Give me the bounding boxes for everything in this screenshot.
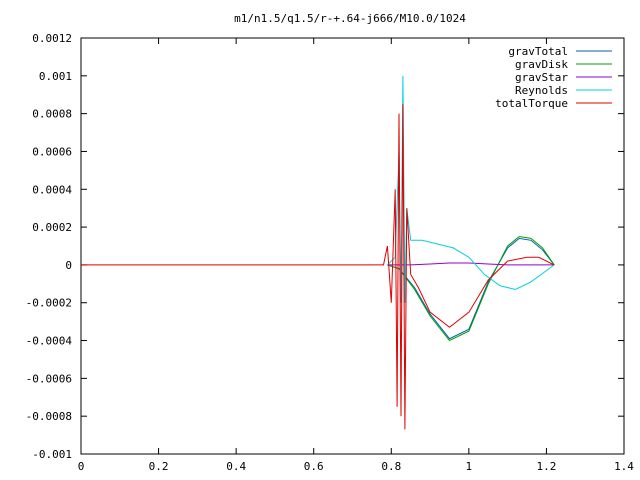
y-tick-label: 0.0004 [32, 183, 72, 196]
legend-label: totalTorque [495, 97, 568, 110]
series-lines [81, 75, 555, 430]
series-line-totalTorque [81, 104, 555, 430]
x-tick-label: 1 [466, 460, 473, 473]
legend-label: gravDisk [515, 58, 568, 71]
y-tick-label: -0.0004 [26, 335, 73, 348]
series-line-Reynolds [387, 75, 555, 303]
legend-label: gravStar [515, 71, 568, 84]
x-tick-label: 1.4 [614, 460, 634, 473]
y-tick-label: -0.0008 [26, 410, 72, 423]
y-tick-label: 0.001 [39, 70, 72, 83]
y-tick-label: 0.0002 [32, 221, 72, 234]
x-tick-label: 1.2 [536, 460, 556, 473]
axes: 0 0.2 0.4 0.6 0.8 1 1.2 1.4 -0.001 -0.0008 -0.0006… [26, 32, 635, 473]
chart-title: m1/n1.5/q1.5/r-+.64-j666/M10.0/1024 [234, 12, 466, 25]
y-tick-label: 0.0008 [32, 108, 72, 121]
x-tick-label: 0.6 [304, 460, 324, 473]
y-tick-label: 0.0006 [32, 145, 72, 158]
legend: gravTotalgravDiskgravStarReynoldstotalTo… [495, 45, 612, 110]
y-tick-label: 0 [65, 259, 72, 272]
y-tick-label: 0.0012 [32, 32, 72, 45]
y-tick-label: -0.0002 [26, 297, 72, 310]
plot-frame [80, 37, 625, 455]
y-tick-label: -0.0006 [26, 372, 72, 385]
x-tick-label: 0.2 [149, 460, 169, 473]
x-tick-label: 0.8 [381, 460, 401, 473]
series-line-gravStar [387, 262, 555, 266]
x-tick-label: 0 [78, 460, 85, 473]
x-tick-label: 0.4 [226, 460, 246, 473]
y-tick-label: -0.001 [32, 448, 72, 461]
series-line-gravTotal [387, 237, 555, 340]
series-line-gravDisk [387, 235, 555, 342]
legend-label: gravTotal [508, 45, 568, 58]
legend-label: Reynolds [515, 84, 568, 97]
